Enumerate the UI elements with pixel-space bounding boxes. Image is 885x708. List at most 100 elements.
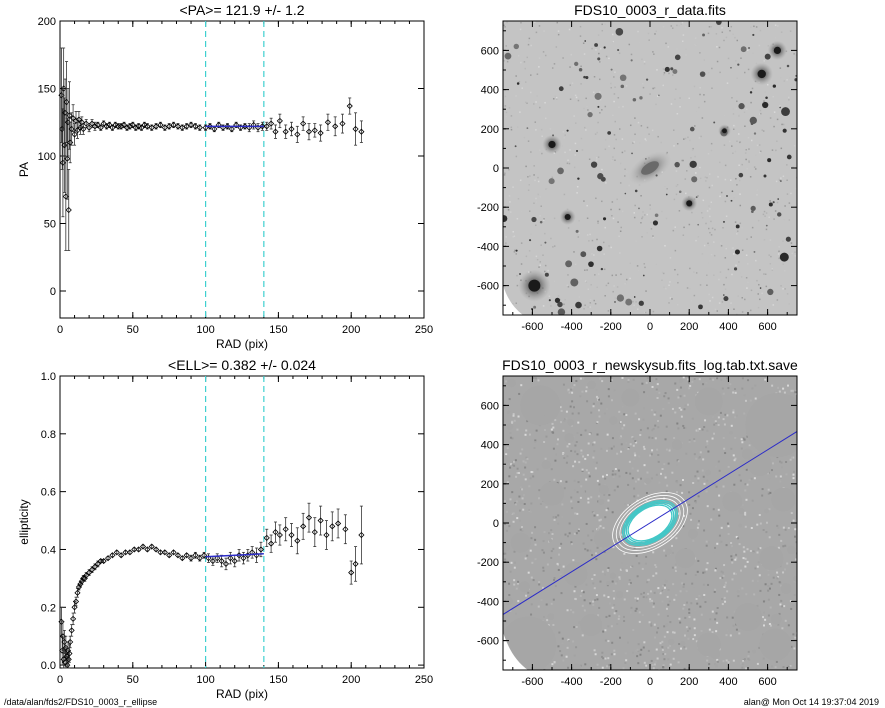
noise-pixel	[703, 529, 706, 532]
noise-pixel	[735, 107, 738, 110]
noise-pixel	[573, 251, 575, 253]
noise-pixel	[723, 585, 726, 588]
noise-pixel	[536, 95, 538, 97]
star	[565, 260, 573, 268]
noise-pixel	[665, 607, 668, 610]
noise-pixel	[594, 274, 596, 276]
noise-pixel	[563, 419, 566, 422]
star	[670, 67, 674, 71]
noise-pixel	[699, 52, 701, 54]
noise-pixel	[663, 549, 666, 552]
noise-pixel	[645, 596, 648, 599]
noise-pixel	[744, 557, 747, 560]
noise-pixel	[646, 581, 649, 584]
noise-pixel	[732, 454, 735, 457]
noise-pixel	[669, 257, 672, 259]
noise-pixel	[759, 109, 762, 112]
noise-pixel	[636, 599, 639, 602]
noise-pixel	[743, 550, 746, 553]
series-1	[202, 120, 266, 133]
noise-pixel	[551, 67, 554, 69]
noise-pixel	[622, 615, 625, 618]
noise-pixel	[651, 449, 654, 452]
noise-pixel	[629, 277, 631, 280]
noise-pixel	[760, 112, 762, 115]
x-tick-label: 0	[57, 674, 63, 686]
noise-pixel	[746, 560, 749, 563]
noise-pixel	[780, 539, 783, 542]
data-point	[276, 117, 283, 124]
noise-pixel	[792, 604, 795, 607]
noise-pixel	[505, 111, 508, 114]
noise-pixel	[584, 490, 587, 493]
data-point	[58, 92, 65, 99]
noise-pixel	[552, 447, 555, 450]
data-point	[86, 124, 93, 131]
noise-pixel	[638, 455, 641, 458]
noise-pixel	[604, 516, 607, 519]
noise-pixel	[732, 253, 735, 255]
masked-spot	[598, 498, 605, 505]
noise-pixel	[680, 408, 683, 411]
noise-pixel	[613, 597, 616, 600]
noise-pixel	[761, 488, 764, 491]
noise-pixel	[730, 302, 732, 304]
noise-pixel	[630, 53, 633, 56]
noise-pixel	[771, 269, 774, 271]
noise-pixel	[618, 615, 621, 618]
noise-pixel	[510, 463, 513, 466]
noise-pixel	[779, 105, 781, 107]
noise-pixel	[561, 503, 564, 506]
noise-pixel	[702, 571, 705, 574]
noise-pixel	[646, 427, 649, 430]
noise-pixel	[777, 526, 780, 529]
masked-spot	[780, 583, 792, 594]
noise-pixel	[763, 210, 766, 213]
noise-pixel	[617, 430, 620, 433]
noise-pixel	[745, 277, 748, 279]
noise-pixel	[695, 429, 698, 432]
noise-pixel	[771, 384, 774, 387]
noise-pixel	[643, 60, 646, 63]
noise-pixel	[559, 650, 562, 653]
noise-pixel	[713, 590, 716, 593]
noise-pixel	[587, 501, 590, 504]
noise-pixel	[616, 452, 619, 455]
data-point	[346, 102, 353, 110]
x-axis-label: RAD (pix)	[216, 687, 268, 701]
noise-pixel	[722, 28, 724, 30]
noise-pixel	[765, 212, 768, 214]
noise-pixel	[573, 590, 576, 593]
noise-pixel	[513, 464, 516, 467]
noise-pixel	[735, 264, 737, 267]
noise-pixel	[650, 221, 652, 224]
noise-pixel	[689, 267, 691, 270]
image-title: FDS10_0003_r_newskysub.fits_log.tab.txt.…	[502, 357, 798, 373]
data-point	[179, 555, 186, 562]
data-point	[288, 531, 295, 539]
noise-pixel	[585, 469, 588, 472]
noise-pixel	[753, 477, 756, 480]
noise-pixel	[552, 516, 555, 519]
noise-pixel	[787, 384, 790, 387]
noise-pixel	[619, 162, 622, 165]
noise-pixel	[513, 566, 516, 569]
noise-pixel	[648, 621, 651, 624]
masked-region	[540, 481, 564, 506]
noise-pixel	[733, 572, 736, 575]
data-point	[157, 549, 164, 556]
noise-pixel	[757, 293, 759, 295]
noise-pixel	[676, 384, 679, 387]
noise-pixel	[738, 543, 741, 546]
noise-pixel	[605, 615, 608, 618]
noise-pixel	[790, 512, 793, 515]
noise-pixel	[650, 480, 653, 483]
noise-pixel	[738, 164, 740, 166]
noise-pixel	[570, 424, 573, 427]
noise-pixel	[659, 642, 662, 645]
noise-pixel	[706, 562, 709, 565]
noise-pixel	[530, 233, 532, 236]
noise-pixel	[668, 72, 670, 75]
noise-pixel	[733, 459, 736, 462]
noise-pixel	[504, 244, 507, 247]
